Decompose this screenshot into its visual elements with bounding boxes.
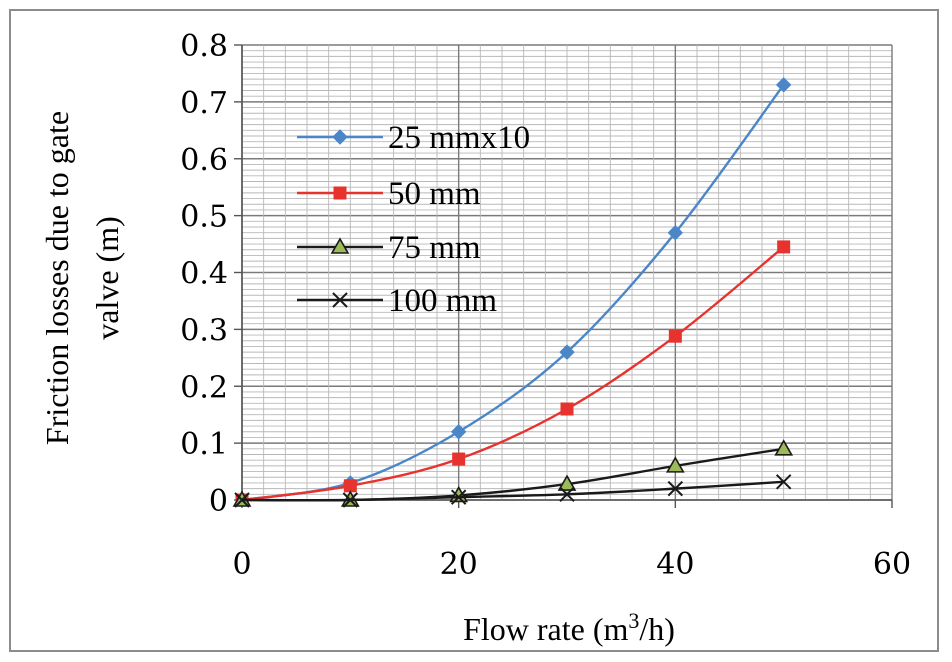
x-tick-label: 40 [656,547,694,582]
data-point [775,474,792,490]
legend-label: 100 mm [388,283,497,319]
series-layer [232,77,794,508]
series-line [241,480,784,502]
legend: 25 mmx10 50 mm 75 mm 100 mm [297,120,530,319]
data-point [777,240,791,254]
data-point [667,480,684,497]
data-point [560,402,574,416]
x-tick-label: 20 [440,547,478,582]
data-point [559,344,575,360]
data-point [559,486,575,503]
data-point [665,456,685,473]
data-point [774,439,794,456]
axes [234,44,893,508]
x-axis-title-pre: Flow rate (m [463,611,628,647]
y-tick-label: 0.3 [180,313,228,348]
data-point [775,77,792,93]
x-axis-title: Flow rate (m3/h) [463,608,675,647]
series-line [241,447,784,502]
x-tick-label: 0 [232,547,251,582]
y-axis-title-line2: valve (m) [89,216,125,340]
legend-marker [332,292,348,308]
data-point [343,479,357,493]
y-tick-label: 0.4 [180,257,228,292]
x-tick-label: 60 [873,547,911,582]
legend-marker [330,237,350,254]
data-point [342,492,359,508]
y-tick-label: 0.7 [180,86,228,121]
legend-marker [332,129,348,145]
y-tick-label: 0.2 [180,370,228,405]
y-tick-label: 0.8 [180,29,228,64]
data-point [557,474,577,491]
legend-label: 25 mmx10 [388,120,530,156]
y-tick-labels: 0 0.1 0.2 0.3 0.4 0.5 0.6 0.7 0.8 [180,29,228,519]
legend-label: 50 mm [388,176,481,212]
y-tick-label: 0.1 [180,427,228,462]
data-point [667,224,684,241]
x-tick-labels: 0 20 40 60 [232,547,911,582]
series-100-mm [234,474,792,508]
x-axis-title-sup: 3 [628,608,639,633]
data-point [668,329,682,343]
series-line [241,245,785,502]
x-axis-title-post: /h) [639,611,675,647]
y-tick-label: 0.5 [180,200,228,235]
data-point [234,492,250,508]
legend-label: 75 mm [388,230,481,266]
y-axis-title-line1: Friction losses due to gate [39,111,75,445]
y-tick-label: 0.6 [180,143,228,178]
legend-marker [333,186,347,200]
y-tick-label: 0 [209,484,228,519]
grid [241,44,893,501]
data-point [450,489,467,505]
data-point [452,452,466,466]
data-point [450,424,467,440]
